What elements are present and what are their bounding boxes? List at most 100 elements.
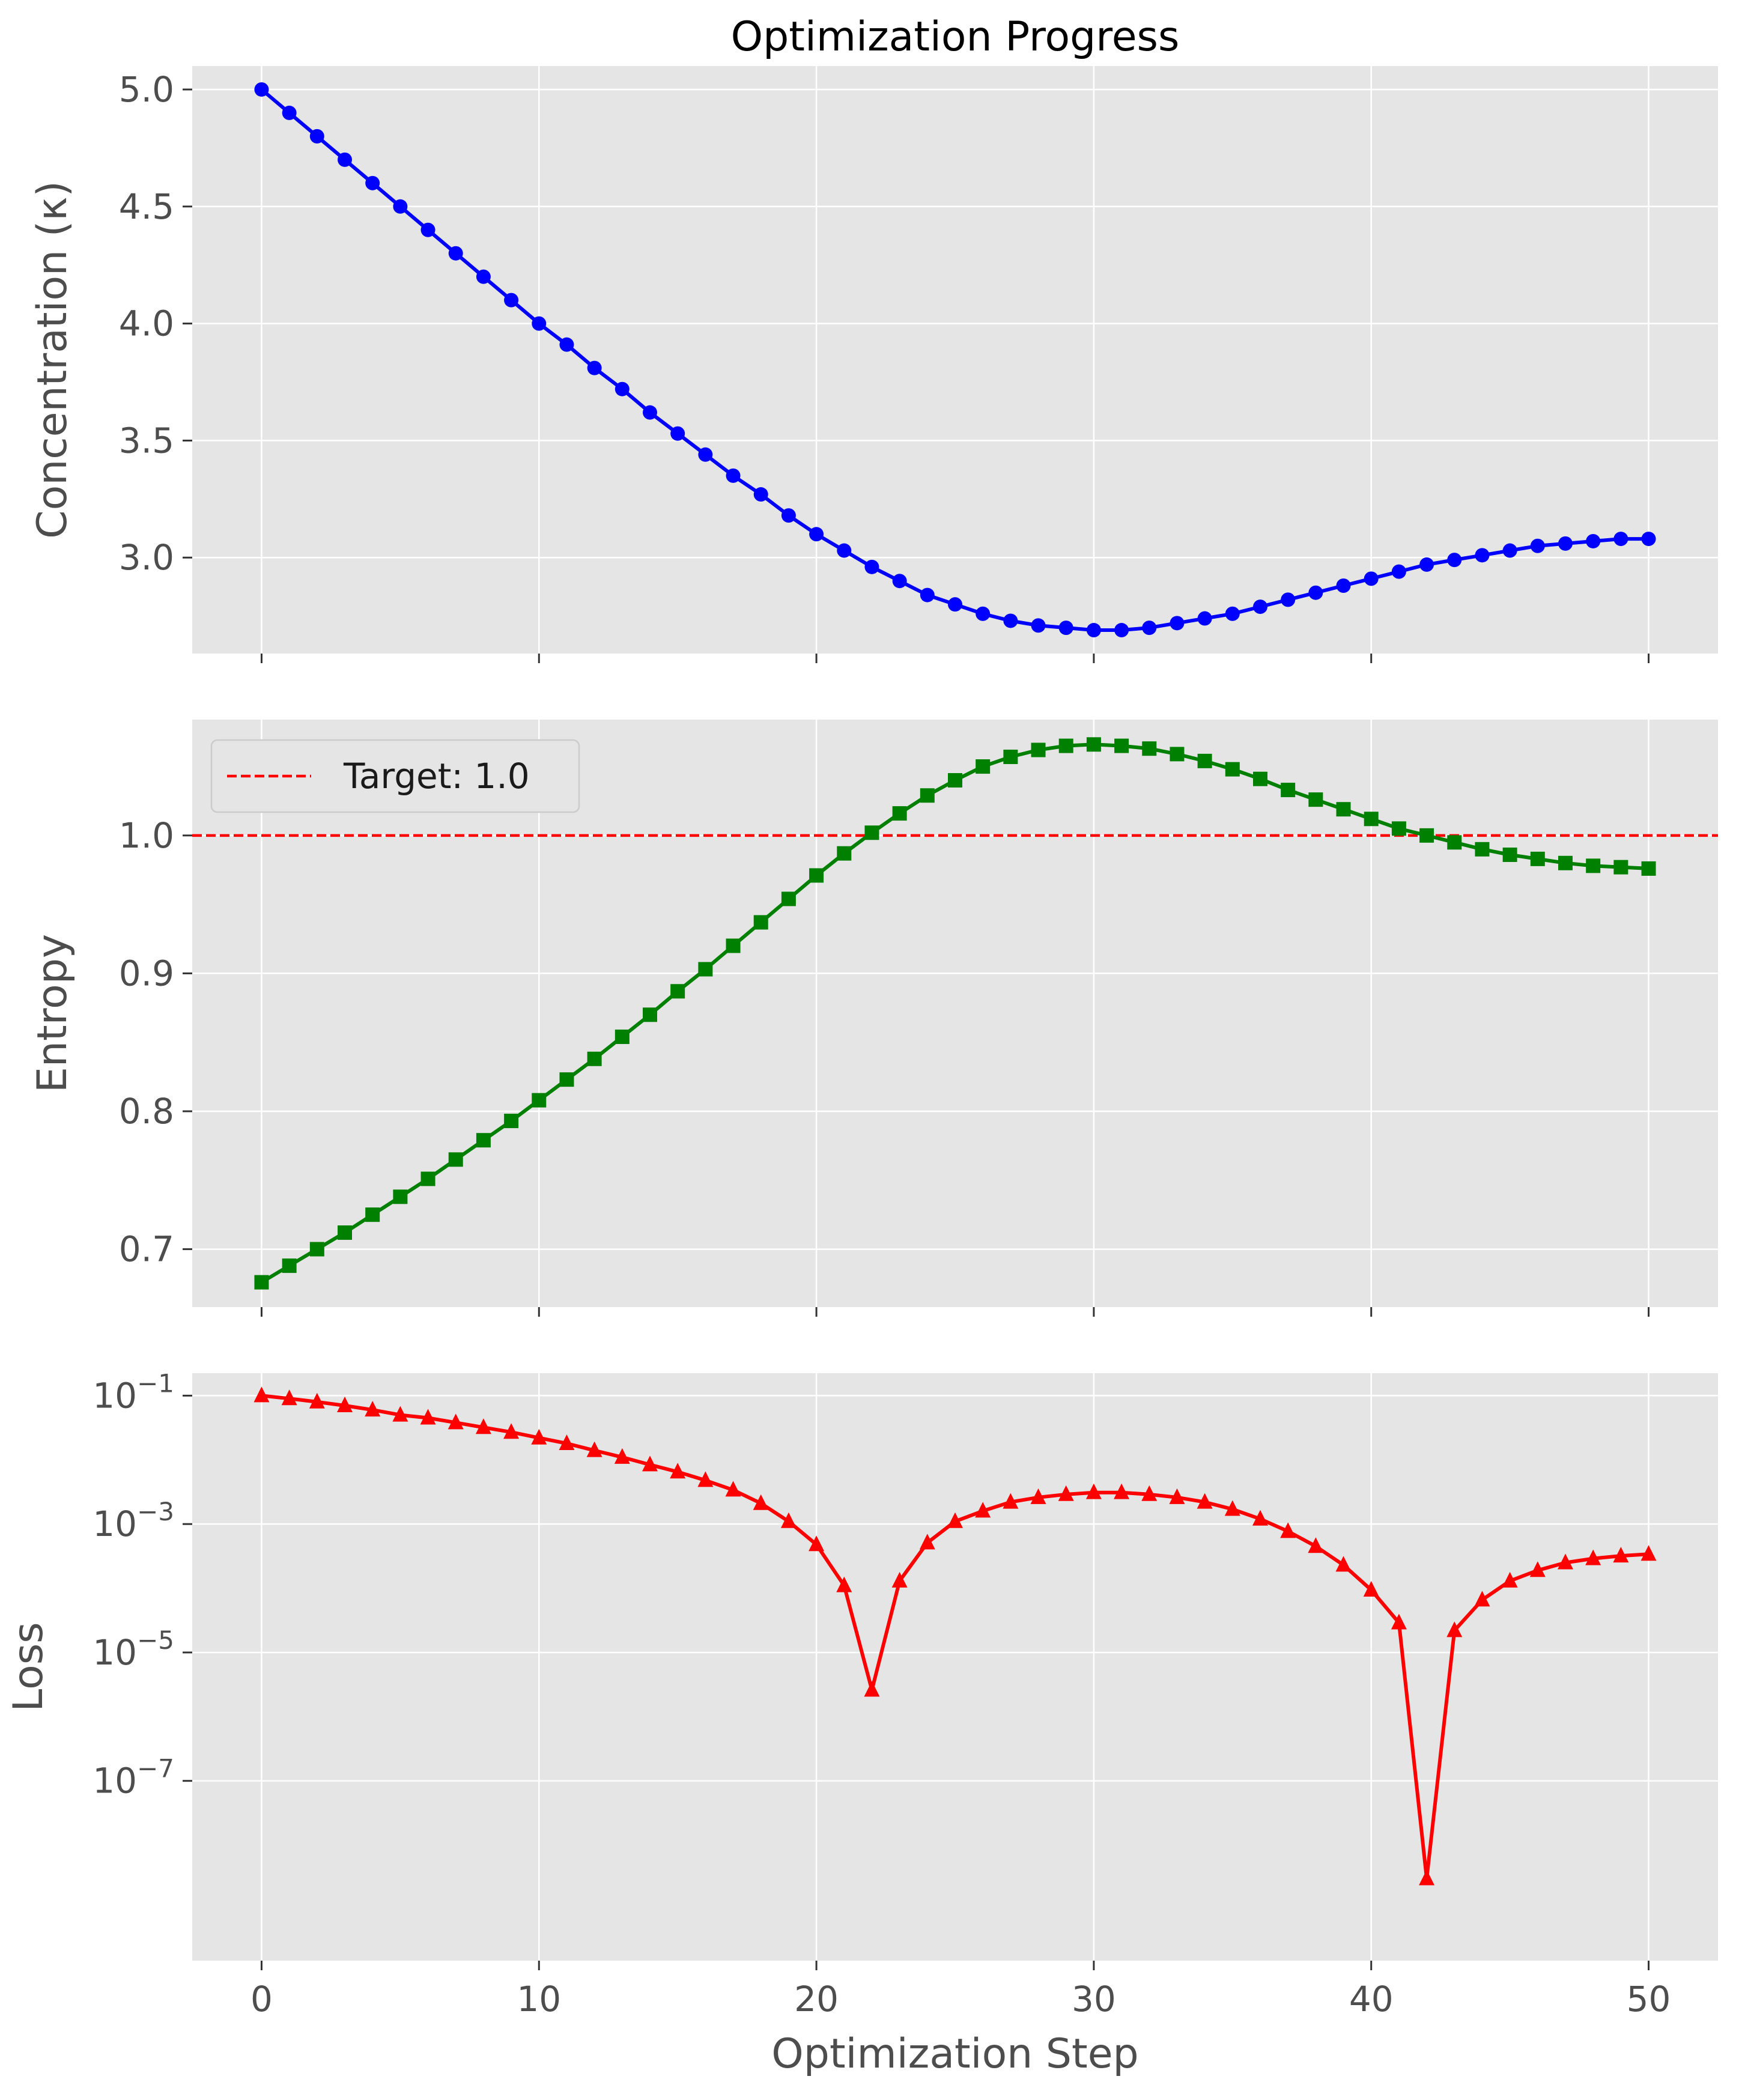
entropy-data-point (1142, 741, 1157, 756)
loss-data-point (1502, 1571, 1518, 1588)
loss-data-point (780, 1512, 797, 1528)
entropy-data-point (1419, 828, 1434, 843)
entropy-data-point (587, 1051, 602, 1066)
entropy-data-point (864, 825, 879, 840)
entropy-data-point (1364, 812, 1379, 827)
loss-y-axis-label: Loss (5, 1622, 52, 1711)
concentration-data-point (1336, 578, 1351, 593)
entropy-data-point (1170, 747, 1185, 762)
loss-data-point (1446, 1621, 1463, 1637)
entropy-data-point (1253, 771, 1267, 786)
entropy-data-point (559, 1072, 574, 1087)
entropy-data-point (1641, 861, 1656, 876)
concentration-data-point (338, 152, 352, 167)
entropy-data-point (365, 1207, 380, 1222)
concentration-data-point (1364, 571, 1379, 586)
loss-data-point (1585, 1549, 1601, 1565)
loss-data-point (919, 1534, 935, 1550)
entropy-data-point (1225, 762, 1240, 777)
concentration-data-point (1447, 553, 1462, 568)
concentration-data-point (1197, 611, 1212, 626)
loss-data-point (1558, 1553, 1573, 1570)
loss-data-point (1529, 1561, 1546, 1577)
entropy-data-point (1613, 860, 1628, 875)
entropy-data-point (615, 1030, 630, 1045)
loss-data-point (1363, 1580, 1379, 1597)
concentration-data-point (1613, 532, 1628, 547)
concentration-data-point (1502, 543, 1517, 558)
loss-data-point (1613, 1547, 1629, 1563)
chart-title: Optimization Progress (731, 13, 1180, 61)
loss-data-point (1252, 1510, 1268, 1526)
loss-data-point (891, 1571, 908, 1588)
loss-data-point (1085, 1483, 1102, 1499)
loss-data-point (1391, 1613, 1407, 1630)
entropy-y-tick-label: 0.7 (119, 1229, 174, 1270)
concentration-data-point (670, 426, 685, 441)
loss-data-point (864, 1681, 880, 1697)
entropy-data-point (726, 938, 741, 953)
concentration-y-tick-label: 4.5 (119, 186, 174, 227)
loss-data-point (670, 1463, 686, 1479)
entropy-data-point (892, 806, 907, 821)
entropy-data-point (1031, 742, 1046, 757)
concentration-data-point (615, 381, 630, 396)
loss-x-tick-label: 40 (1349, 1979, 1394, 2020)
loss-x-tick-label: 50 (1627, 1979, 1671, 2020)
loss-data-point (1141, 1485, 1158, 1501)
concentration-data-point (1114, 623, 1129, 638)
entropy-data-point (1530, 851, 1545, 866)
loss-data-point (1224, 1500, 1240, 1516)
concentration-data-point (1391, 564, 1406, 579)
concentration-data-point (282, 105, 297, 120)
entropy-data-point (1586, 858, 1601, 873)
loss-data-point (1335, 1556, 1352, 1572)
concentration-data-point (698, 447, 713, 462)
concentration-data-point (1170, 616, 1185, 631)
concentration-data-point (726, 468, 741, 483)
loss-data-point (503, 1423, 520, 1439)
concentration-data-point (781, 508, 796, 523)
concentration-data-point (1003, 613, 1018, 628)
loss-data-point (1003, 1493, 1019, 1509)
concentration-data-point (1225, 606, 1240, 621)
concentration-data-point (1475, 548, 1490, 563)
concentration-data-point (643, 405, 657, 420)
concentration-data-point (1641, 532, 1656, 547)
loss-data-point (975, 1502, 991, 1518)
entropy-data-point (338, 1225, 352, 1240)
entropy-data-point (420, 1171, 436, 1186)
concentration-data-point (1308, 585, 1323, 600)
entropy-data-point (809, 868, 824, 883)
loss-data-point (642, 1455, 658, 1472)
entropy-data-point (532, 1093, 547, 1108)
concentration-plot-area (192, 66, 1718, 654)
concentration-data-point (1142, 621, 1157, 636)
entropy-data-point (1558, 855, 1573, 870)
loss-y-tick-label: 10−1 (93, 1368, 174, 1416)
entropy-data-point (476, 1133, 491, 1148)
loss-data-point (1197, 1493, 1213, 1509)
loss-data-point (281, 1389, 297, 1406)
concentration-data-point (559, 337, 574, 352)
entropy-data-point (1281, 783, 1296, 798)
entropy-data-point (254, 1275, 269, 1290)
loss-x-tick-label: 10 (517, 1979, 561, 2020)
loss-data-point (365, 1401, 381, 1417)
entropy-panel: 0.7 0.8 0.9 1.0 Entropy Target: 1.0 (29, 720, 1718, 1317)
loss-y-tick-label: 10−5 (93, 1625, 174, 1673)
concentration-data-point (1281, 592, 1296, 607)
concentration-data-point (1586, 533, 1601, 548)
concentration-data-point (587, 360, 602, 375)
x-axis-label: Optimization Step (771, 2030, 1138, 2078)
concentration-data-point (254, 82, 269, 97)
loss-data-point (448, 1413, 464, 1430)
loss-data-point (836, 1576, 852, 1592)
concentration-data-point (753, 487, 768, 502)
concentration-data-point (809, 527, 824, 542)
entropy-y-tick-label: 1.0 (119, 815, 174, 856)
concentration-data-point (976, 606, 991, 621)
loss-data-point (947, 1512, 963, 1528)
entropy-plot-area (192, 720, 1718, 1307)
concentration-data-point (1253, 599, 1267, 615)
